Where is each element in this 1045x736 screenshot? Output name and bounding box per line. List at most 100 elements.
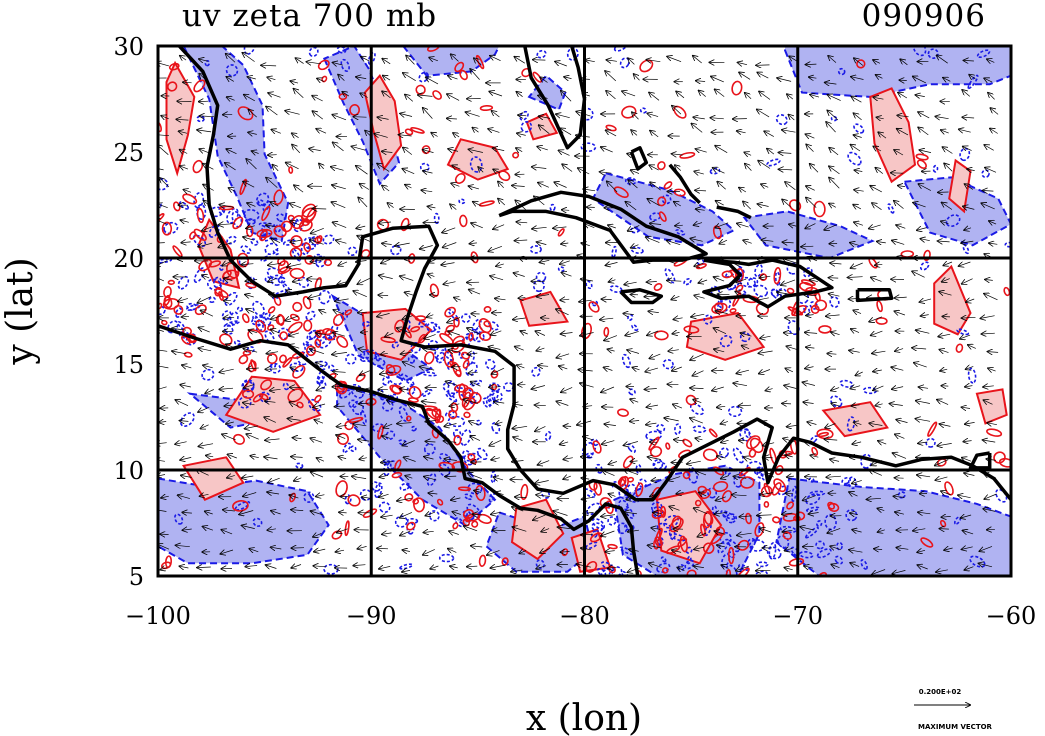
wind-vector bbox=[805, 367, 814, 369]
positive-contour-ring bbox=[471, 520, 479, 528]
positive-contour-ring bbox=[161, 221, 173, 236]
negative-contour-ring bbox=[461, 313, 471, 324]
positive-contour-ring bbox=[818, 325, 832, 334]
wind-vector bbox=[513, 527, 527, 532]
wind-vector bbox=[317, 387, 326, 391]
wind-vector bbox=[831, 403, 841, 406]
positive-contour-ring bbox=[621, 105, 637, 119]
wind-vector bbox=[968, 345, 976, 349]
positive-contour-ring bbox=[827, 501, 836, 510]
wind-vector bbox=[224, 300, 231, 301]
negative-contour-ring bbox=[756, 469, 764, 479]
positive-contour-ring bbox=[585, 560, 598, 573]
wind-vector bbox=[826, 476, 841, 477]
wind-vector bbox=[200, 494, 209, 496]
wind-vector bbox=[382, 436, 391, 438]
wind-vector bbox=[397, 498, 412, 501]
wind-vector bbox=[852, 480, 862, 483]
positive-contour-ring bbox=[677, 537, 688, 548]
positive-contour-ring bbox=[347, 494, 361, 507]
wind-vector bbox=[423, 549, 435, 554]
wind-vector bbox=[958, 495, 971, 498]
negative-contour-ring bbox=[266, 267, 283, 280]
negative-contour-ring bbox=[656, 562, 671, 573]
negative-contour-ring bbox=[739, 276, 756, 288]
wind-vector bbox=[311, 472, 324, 478]
wind-vector bbox=[721, 421, 729, 424]
wind-vector bbox=[962, 407, 971, 408]
negative-contour-ring bbox=[585, 280, 593, 290]
wind-vector bbox=[714, 531, 726, 534]
wind-vector bbox=[203, 365, 213, 368]
positive-contour-ring bbox=[232, 216, 244, 230]
negative-contour-ring bbox=[725, 513, 737, 524]
wind-vector bbox=[533, 514, 546, 520]
wind-vector bbox=[785, 455, 793, 457]
wind-vector bbox=[760, 493, 773, 495]
wind-vector bbox=[557, 354, 570, 358]
wind-vector bbox=[852, 442, 862, 444]
positive-contour-ring bbox=[1003, 286, 1011, 297]
wind-vector bbox=[158, 460, 165, 461]
wind-vector bbox=[987, 423, 997, 425]
wind-vector bbox=[223, 510, 235, 511]
positive-contour-ring bbox=[660, 505, 667, 518]
negative-contour-ring bbox=[805, 526, 819, 539]
wind-vector bbox=[631, 461, 638, 462]
positive-contour-ring bbox=[241, 313, 250, 324]
wind-vector bbox=[402, 570, 411, 572]
wind-vector bbox=[983, 509, 996, 512]
wind-vector bbox=[664, 418, 679, 421]
negative-contour-ring bbox=[348, 399, 358, 409]
positive-contour-ring bbox=[813, 200, 826, 218]
negative-contour-ring bbox=[580, 142, 597, 153]
positive-contour-ring bbox=[617, 408, 629, 417]
positive-contour-ring bbox=[745, 512, 752, 525]
positive-contour-ring bbox=[279, 354, 287, 364]
wind-vector bbox=[785, 568, 793, 570]
wind-vector bbox=[380, 475, 388, 477]
wind-vector bbox=[403, 362, 416, 368]
wind-vector bbox=[445, 476, 457, 477]
negative-contour-ring bbox=[649, 212, 662, 221]
wind-vector bbox=[222, 434, 236, 441]
wind-vector bbox=[424, 477, 437, 481]
wind-vector bbox=[694, 566, 704, 568]
negative-contour-ring bbox=[295, 462, 304, 469]
wind-vector bbox=[336, 550, 345, 552]
wind-vector bbox=[536, 495, 550, 497]
negative-contour-ring bbox=[362, 320, 371, 328]
wind-vector bbox=[471, 546, 483, 547]
positive-contour-ring bbox=[944, 481, 954, 496]
positive-contour-ring bbox=[158, 121, 162, 133]
wind-vector bbox=[270, 389, 281, 390]
wind-vector bbox=[580, 383, 594, 388]
wind-vector bbox=[182, 365, 192, 368]
wind-vector bbox=[557, 401, 569, 405]
positive-contour-ring bbox=[477, 513, 492, 524]
negative-contour-ring bbox=[621, 353, 631, 369]
negative-contour-ring bbox=[269, 363, 277, 369]
negative-contour-ring bbox=[426, 321, 438, 333]
negative-contour-ring bbox=[732, 447, 745, 464]
wind-vector bbox=[609, 494, 616, 497]
wind-vector bbox=[536, 348, 545, 351]
wind-vector bbox=[311, 511, 324, 516]
wind-vector bbox=[648, 457, 661, 460]
positive-contour-ring bbox=[663, 181, 673, 190]
wind-vector bbox=[759, 370, 771, 374]
negative-contour-ring bbox=[316, 368, 327, 385]
wind-vector bbox=[469, 421, 480, 425]
negative-contour-ring bbox=[340, 58, 350, 72]
wind-vector bbox=[764, 457, 773, 458]
negative-contour-ring bbox=[308, 46, 319, 58]
positive-contour-ring bbox=[700, 523, 706, 537]
negative-contour-ring bbox=[174, 513, 184, 525]
negative-contour-ring bbox=[179, 412, 195, 428]
negative-contour-ring bbox=[766, 546, 782, 560]
negative-contour-ring bbox=[463, 493, 473, 501]
wind-vector bbox=[965, 567, 974, 570]
wind-vector bbox=[782, 530, 793, 532]
wind-vector bbox=[515, 497, 527, 498]
wind-vector bbox=[627, 350, 640, 354]
